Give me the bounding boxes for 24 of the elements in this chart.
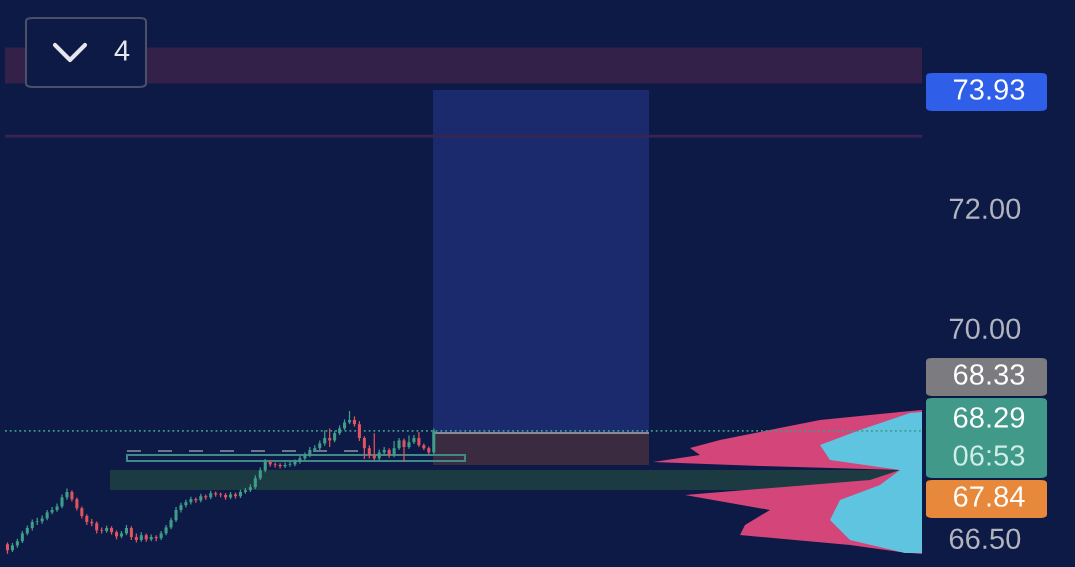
candlestick (407, 434, 411, 450)
ref-line-label: 68.29 (953, 407, 1025, 428)
candlestick (303, 451, 307, 461)
text: 67.84 (953, 486, 1025, 507)
text: 73.93 (954, 79, 1025, 100)
y-tick-label: 72.00 (949, 198, 1021, 220)
y-tick-label: 66.50 (949, 528, 1021, 550)
annotation: 4 (114, 40, 130, 61)
candlestick (55, 502, 59, 513)
candlestick (362, 435, 366, 460)
text: 68.33 (953, 364, 1025, 385)
candlestick (372, 432, 376, 461)
candlestick (392, 440, 396, 458)
candlestick (298, 454, 302, 465)
text: 06:53 (953, 445, 1025, 466)
candlestick (402, 437, 406, 463)
candlestick (273, 461, 277, 469)
candlestick (293, 458, 297, 467)
candlestick (412, 434, 416, 445)
y-tick-label: 70.00 (949, 318, 1021, 340)
candlestick (357, 420, 361, 442)
candlestick (288, 461, 292, 468)
candlestick (184, 499, 188, 509)
candlestick (189, 496, 193, 506)
